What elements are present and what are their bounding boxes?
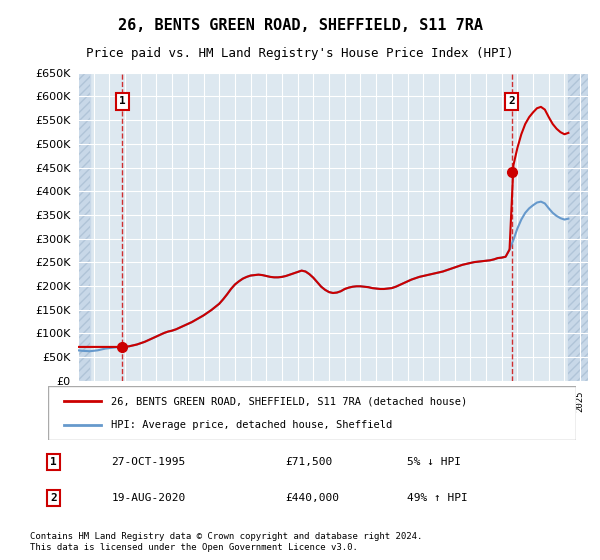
Text: HPI: Average price, detached house, Sheffield: HPI: Average price, detached house, Shef… [112,419,392,430]
Text: £71,500: £71,500 [286,457,333,467]
Bar [568,73,588,381]
Text: 27-OCT-1995: 27-OCT-1995 [112,457,185,467]
Text: 26, BENTS GREEN ROAD, SHEFFIELD, S11 7RA: 26, BENTS GREEN ROAD, SHEFFIELD, S11 7RA [118,18,482,33]
Text: Contains HM Land Registry data © Crown copyright and database right 2024.
This d: Contains HM Land Registry data © Crown c… [30,532,422,552]
Text: 49% ↑ HPI: 49% ↑ HPI [407,493,468,503]
FancyBboxPatch shape [48,386,576,440]
Text: 5% ↓ HPI: 5% ↓ HPI [407,457,461,467]
Text: 2: 2 [50,493,56,503]
Text: 26, BENTS GREEN ROAD, SHEFFIELD, S11 7RA (detached house): 26, BENTS GREEN ROAD, SHEFFIELD, S11 7RA… [112,396,467,407]
Text: 1: 1 [119,96,125,106]
Text: Price paid vs. HM Land Registry's House Price Index (HPI): Price paid vs. HM Land Registry's House … [86,48,514,60]
Text: 2: 2 [508,96,515,106]
Text: £440,000: £440,000 [286,493,340,503]
Text: 1: 1 [50,457,56,467]
Text: 19-AUG-2020: 19-AUG-2020 [112,493,185,503]
Bar [78,73,90,381]
